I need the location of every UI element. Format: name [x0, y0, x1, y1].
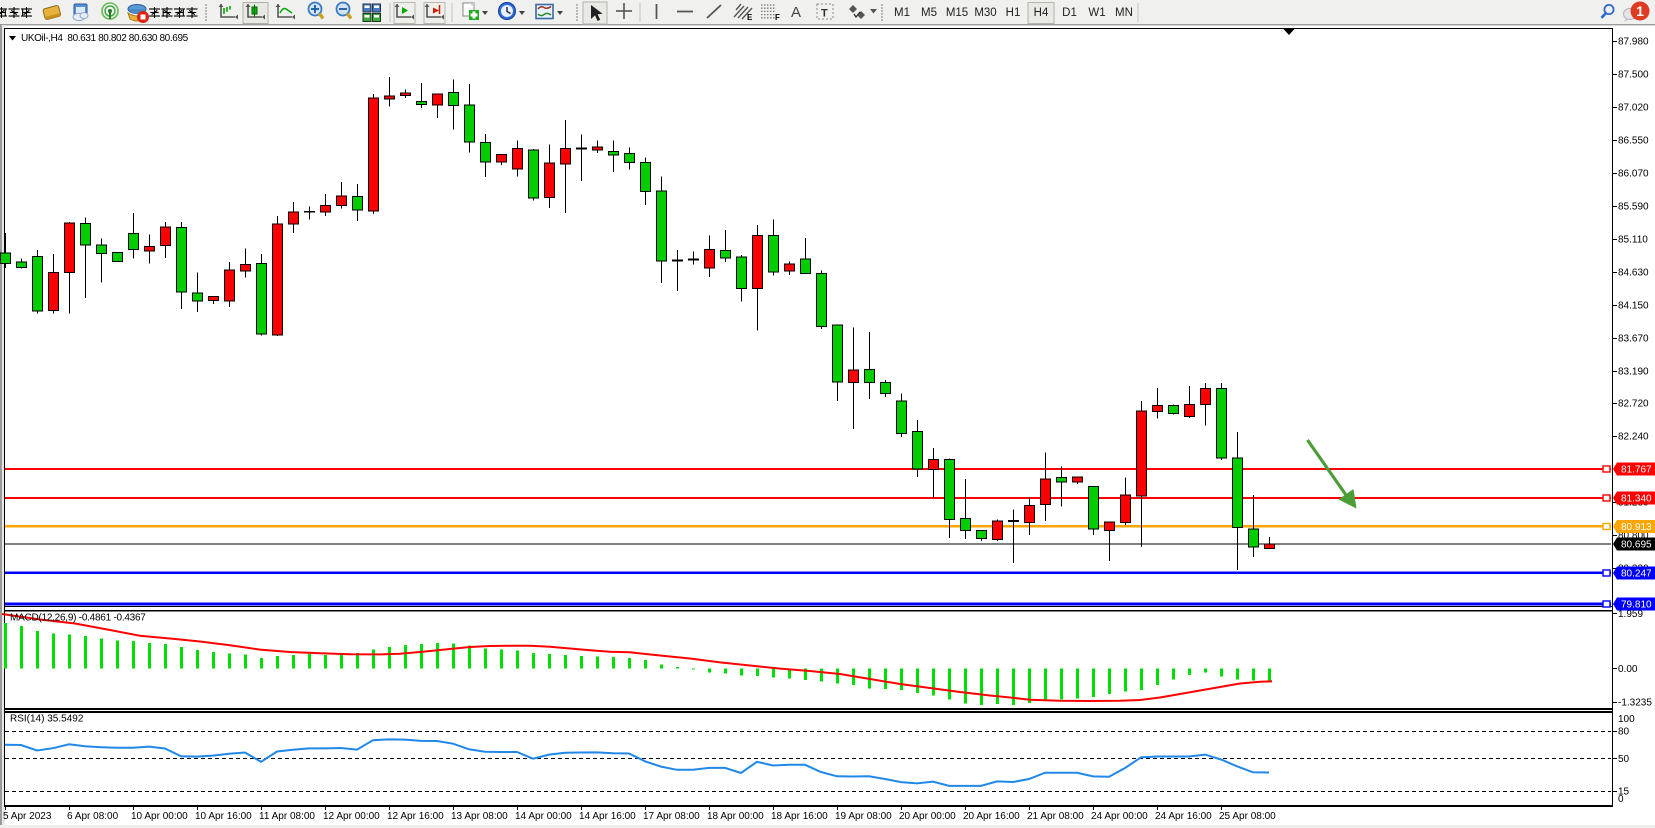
- svg-text:MN: MN: [1115, 7, 1133, 19]
- svg-text:83.670: 83.670: [1618, 334, 1649, 345]
- svg-text:M1: M1: [894, 7, 910, 19]
- svg-text:87.020: 87.020: [1618, 103, 1649, 114]
- svg-text:10 Apr 16:00: 10 Apr 16:00: [195, 811, 252, 822]
- svg-text:24 Apr 16:00: 24 Apr 16:00: [1155, 811, 1212, 822]
- svg-text:18 Apr 00:00: 18 Apr 00:00: [707, 811, 764, 822]
- svg-text:79.810: 79.810: [1621, 600, 1652, 611]
- svg-text:T: T: [821, 8, 828, 20]
- svg-text:RSI(14) 35.5492: RSI(14) 35.5492: [10, 714, 84, 725]
- svg-text:80.695: 80.695: [1621, 540, 1652, 551]
- svg-text:MACD(12,26,9) -0.4861 -0.4367: MACD(12,26,9) -0.4861 -0.4367: [10, 613, 146, 624]
- svg-text:84.630: 84.630: [1618, 268, 1649, 279]
- svg-text:13 Apr 08:00: 13 Apr 08:00: [451, 811, 508, 822]
- svg-text:M30: M30: [974, 7, 996, 19]
- svg-text:5 Apr 2023: 5 Apr 2023: [3, 811, 52, 822]
- svg-text:81.767: 81.767: [1621, 465, 1652, 476]
- svg-text:84.150: 84.150: [1618, 301, 1649, 312]
- svg-text:-1.3235: -1.3235: [1618, 698, 1652, 709]
- svg-text:F: F: [775, 13, 780, 22]
- svg-text:80: 80: [1618, 727, 1630, 738]
- svg-text:0: 0: [1618, 794, 1624, 805]
- svg-text:80.247: 80.247: [1621, 569, 1652, 580]
- svg-text:18 Apr 16:00: 18 Apr 16:00: [771, 811, 828, 822]
- svg-text:6 Apr 08:00: 6 Apr 08:00: [67, 811, 119, 822]
- svg-text:12 Apr 16:00: 12 Apr 16:00: [387, 811, 444, 822]
- svg-text:25 Apr 08:00: 25 Apr 08:00: [1219, 811, 1276, 822]
- svg-text:A: A: [791, 4, 801, 21]
- svg-text:11 Apr 08:00: 11 Apr 08:00: [259, 811, 315, 822]
- svg-text:M15: M15: [946, 7, 968, 19]
- svg-text:W1: W1: [1088, 7, 1105, 19]
- svg-text:85.110: 85.110: [1618, 235, 1648, 246]
- svg-text:M5: M5: [921, 7, 937, 19]
- svg-text:1.959: 1.959: [1618, 609, 1643, 620]
- svg-text:1: 1: [1636, 3, 1644, 19]
- svg-text:14 Apr 00:00: 14 Apr 00:00: [515, 811, 572, 822]
- svg-text:19 Apr 08:00: 19 Apr 08:00: [835, 811, 892, 822]
- svg-text:17 Apr 08:00: 17 Apr 08:00: [643, 811, 700, 822]
- svg-text:H1: H1: [1006, 7, 1021, 19]
- svg-text:E: E: [747, 13, 753, 22]
- svg-text:86.550: 86.550: [1618, 136, 1649, 147]
- svg-text:83.190: 83.190: [1618, 367, 1649, 378]
- svg-text:21 Apr 08:00: 21 Apr 08:00: [1027, 811, 1084, 822]
- svg-text:0.00: 0.00: [1618, 664, 1638, 675]
- svg-text:20 Apr 16:00: 20 Apr 16:00: [963, 811, 1020, 822]
- svg-text:81.340: 81.340: [1621, 494, 1652, 505]
- svg-text:50: 50: [1618, 754, 1630, 765]
- svg-text:82.240: 82.240: [1618, 432, 1649, 443]
- svg-text:100: 100: [1618, 714, 1635, 725]
- svg-text:86.070: 86.070: [1618, 169, 1649, 180]
- svg-text:H4: H4: [1034, 7, 1049, 19]
- svg-text:24 Apr 00:00: 24 Apr 00:00: [1091, 811, 1148, 822]
- svg-text:14 Apr 16:00: 14 Apr 16:00: [579, 811, 636, 822]
- svg-text:20 Apr 00:00: 20 Apr 00:00: [899, 811, 956, 822]
- svg-text:12 Apr 00:00: 12 Apr 00:00: [323, 811, 380, 822]
- svg-text:15: 15: [1618, 787, 1630, 798]
- svg-text:D1: D1: [1062, 7, 1077, 19]
- svg-text:UKOil-,H4 80.631 80.802 80.63: UKOil-,H4 80.631 80.802 80.630 80.695: [21, 33, 189, 44]
- svg-text:10 Apr 00:00: 10 Apr 00:00: [131, 811, 188, 822]
- svg-text:80.800: 80.800: [1618, 531, 1649, 542]
- svg-text:85.590: 85.590: [1618, 202, 1649, 213]
- svg-text:87.500: 87.500: [1618, 70, 1649, 81]
- svg-text:87.980: 87.980: [1618, 37, 1649, 48]
- svg-text:82.720: 82.720: [1618, 399, 1649, 410]
- svg-text:80.913: 80.913: [1621, 522, 1652, 533]
